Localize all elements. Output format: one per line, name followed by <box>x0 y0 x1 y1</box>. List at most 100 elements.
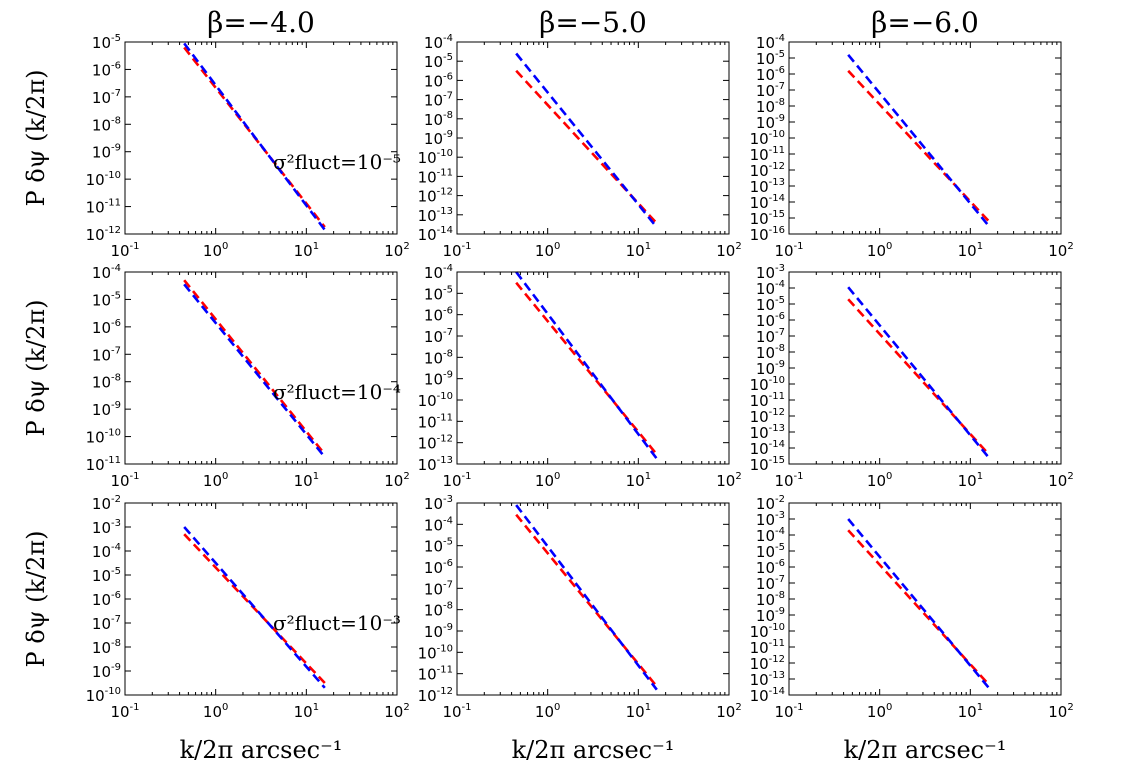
axes-frame <box>124 502 398 696</box>
panel-r2-c2: 10-1 100 101 10210-1410-1310-1210-1110-1010… <box>750 494 1074 721</box>
y-tick-label: 10-6 <box>92 60 121 79</box>
y-tick-label: 10-6 <box>92 318 121 337</box>
x-tick-label: 102 <box>384 241 409 260</box>
y-axis-label-row-3: P δψ (k/2π) <box>22 530 50 667</box>
y-tick-label: 10-10 <box>86 428 121 447</box>
y-tick-label: 10-13 <box>418 455 453 474</box>
y-tick-label: 10-7 <box>756 81 785 100</box>
x-tick-label: 100 <box>203 241 228 260</box>
y-tick-label: 10-4 <box>424 515 453 534</box>
y-tick-label: 10-12 <box>418 686 453 705</box>
series-blue-line <box>515 271 658 460</box>
y-tick-label: 10-10 <box>418 643 453 662</box>
y-tick-label: 10-8 <box>756 97 785 116</box>
y-tick-label: 10-4 <box>756 279 785 298</box>
series-blue-line <box>847 286 990 459</box>
y-tick-label: 10-11 <box>418 167 453 186</box>
y-tick-label: 10-11 <box>750 638 785 657</box>
axes-frame <box>788 502 1062 696</box>
y-tick-label: 10-7 <box>92 88 121 107</box>
x-tick-label: 100 <box>867 702 892 721</box>
y-tick-label: 10-5 <box>756 49 785 68</box>
series-red-line <box>183 279 326 456</box>
y-tick-label: 10-8 <box>756 590 785 609</box>
x-axis-label-col-3: k/2π arcsec⁻¹ <box>844 736 1007 764</box>
y-tick-label: 10-15 <box>750 455 785 474</box>
y-tick-label: 10-8 <box>424 348 453 367</box>
x-tick-label: 10-1 <box>774 241 803 260</box>
y-tick-label: 10-10 <box>418 391 453 410</box>
y-tick-label: 10-13 <box>418 206 453 225</box>
panel-r0-c2: 10-1 100 101 10210-1610-1510-1410-1310-1210… <box>750 33 1074 260</box>
series-blue-line <box>183 526 326 689</box>
axes-frame <box>124 271 398 465</box>
x-tick-label: 100 <box>867 471 892 490</box>
y-tick-label: 10-2 <box>756 494 785 513</box>
column-title-1: β=−4.0 <box>207 6 315 39</box>
y-tick-label: 10-5 <box>424 537 453 556</box>
y-tick-label: 10-6 <box>756 558 785 577</box>
column-title-2: β=−5.0 <box>539 6 647 39</box>
y-tick-label: 10-11 <box>750 391 785 410</box>
y-tick-label: 10-11 <box>750 145 785 164</box>
y-tick-label: 10-6 <box>92 590 121 609</box>
x-tick-label: 101 <box>626 471 651 490</box>
y-tick-label: 10-2 <box>92 494 121 513</box>
axes-frame <box>788 41 1062 235</box>
y-tick-label: 10-9 <box>92 662 121 681</box>
panel-r2-c0: 10-1 100 101 102 10-10 10-9 10-8 10-7 10-6 10-5 10… <box>86 494 410 721</box>
y-axis-label-row-1: P δψ (k/2π) <box>22 69 50 206</box>
y-tick-label: 10-12 <box>750 654 785 673</box>
x-tick-label: 102 <box>716 471 741 490</box>
y-tick-label: 10-11 <box>86 455 121 474</box>
y-tick-label: 10-7 <box>424 327 453 346</box>
x-tick-label: 102 <box>1048 702 1073 721</box>
x-tick-label: 101 <box>958 471 983 490</box>
axes-frame <box>788 271 1062 465</box>
y-tick-label: 10-12 <box>750 161 785 180</box>
y-tick-label: 10-7 <box>92 345 121 364</box>
panel-r1-c0: 10-1 100 101 102 10-11 10-10 10-9 10-8 10-7 10-6 1… <box>86 263 410 490</box>
axes-frame <box>456 271 730 465</box>
y-tick-label: 10-6 <box>424 558 453 577</box>
x-tick-label: 102 <box>1048 471 1073 490</box>
y-tick-label: 10-5 <box>756 295 785 314</box>
y-tick-label: 10-10 <box>86 170 121 189</box>
x-tick-label: 101 <box>294 241 319 260</box>
y-tick-label: 10-8 <box>92 115 121 134</box>
panel-r1-c2: 10-1 100 101 10210-1510-1410-1310-1210-1110… <box>750 263 1074 490</box>
y-tick-label: 10-4 <box>424 33 453 52</box>
y-tick-label: 10-11 <box>418 665 453 684</box>
y-tick-label: 10-3 <box>424 494 453 513</box>
series-red-line <box>183 533 326 684</box>
y-tick-label: 10-10 <box>86 686 121 705</box>
y-tick-label: 10-13 <box>750 177 785 196</box>
y-tick-label: 10-9 <box>756 113 785 132</box>
y-tick-label: 10-3 <box>92 518 121 537</box>
y-tick-label: 10-9 <box>424 370 453 389</box>
y-tick-label: 10-12 <box>418 187 453 206</box>
y-tick-label: 10-12 <box>86 225 121 244</box>
series-blue-line <box>515 52 658 229</box>
x-tick-label: 102 <box>716 702 741 721</box>
y-tick-label: 10-10 <box>418 148 453 167</box>
x-axis-label-col-2: k/2π arcsec⁻¹ <box>512 736 675 764</box>
y-tick-label: 10-8 <box>92 373 121 392</box>
y-tick-label: 10-6 <box>424 306 453 325</box>
x-tick-label: 100 <box>535 702 560 721</box>
x-tick-label: 100 <box>203 702 228 721</box>
x-tick-label: 102 <box>384 471 409 490</box>
y-tick-label: 10-6 <box>756 65 785 84</box>
y-tick-label: 10-12 <box>418 434 453 453</box>
axes-frame <box>456 41 730 235</box>
y-tick-label: 10-4 <box>92 263 121 282</box>
y-tick-label: 10-14 <box>750 439 785 458</box>
y-tick-label: 10-9 <box>92 400 121 419</box>
y-tick-label: 10-7 <box>756 327 785 346</box>
y-tick-label: 10-13 <box>750 423 785 442</box>
axes-frame <box>456 502 730 696</box>
series-red-line <box>515 513 658 688</box>
panel-r1-c1: 10-1 100 101 102 10-13 10-12 10-11 10-10 10-9 10-… <box>418 263 742 490</box>
axes-frame <box>124 41 398 235</box>
